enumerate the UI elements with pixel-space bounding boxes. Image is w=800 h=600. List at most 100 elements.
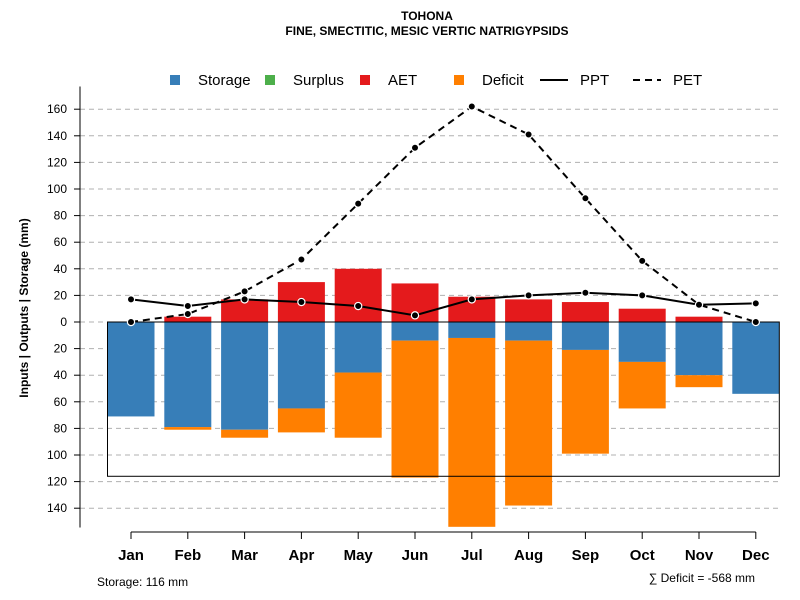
ppt-point-aug — [524, 291, 533, 300]
y-tick-label: 100 — [47, 182, 67, 196]
ppt-point-apr — [297, 297, 306, 307]
pet-point-may — [354, 199, 363, 208]
ppt-point-feb — [183, 301, 192, 311]
storage-note: Storage: 116 mm — [97, 575, 188, 589]
pet-point-jul — [467, 102, 476, 111]
y-tick-label: 0 — [60, 315, 67, 329]
deficit-bar-jul — [448, 337, 496, 527]
pet-point-jun — [410, 143, 420, 152]
aet-bar-aug — [505, 299, 553, 322]
y-tick-label: 120 — [47, 475, 67, 489]
aet-bar-feb — [164, 316, 212, 322]
deficit-bar-may — [334, 372, 382, 438]
pet-point-jan — [126, 317, 136, 327]
x-tick-label-mar: Mar — [231, 547, 258, 564]
deficit-bar-nov — [675, 375, 723, 388]
deficit-bar-sep — [561, 349, 609, 454]
y-tick-label: 40 — [54, 368, 68, 382]
x-tick-label-aug: Aug — [514, 547, 543, 564]
y-tick-label: 140 — [47, 501, 67, 515]
deficit-bar-oct — [618, 361, 666, 409]
storage-bar-jun — [391, 322, 439, 341]
storage-bar-mar — [221, 322, 269, 430]
deficit-bar-aug — [505, 340, 553, 506]
storage-bar-aug — [505, 322, 553, 341]
storage-bar-nov — [675, 322, 723, 376]
pet-point-sep — [581, 194, 590, 203]
ppt-point-dec — [751, 299, 761, 308]
ppt-point-jun — [410, 311, 420, 320]
storage-bar-oct — [618, 322, 666, 362]
storage-bar-apr — [277, 322, 325, 409]
legend-label-ppt: PPT — [580, 72, 609, 89]
y-tick-label: 140 — [47, 129, 67, 143]
ppt-point-may — [354, 301, 363, 311]
x-tick-label-jul: Jul — [461, 547, 483, 564]
deficit-bar-apr — [277, 408, 325, 433]
y-tick-label: 120 — [47, 155, 67, 169]
y-tick-label: 80 — [54, 421, 68, 435]
ppt-point-jul — [467, 295, 476, 304]
storage-bar-dec — [732, 322, 780, 394]
aet-bar-sep — [561, 302, 609, 322]
x-tick-label-may: May — [344, 547, 374, 564]
pet-point-apr — [297, 255, 306, 264]
storage-bar-feb — [164, 322, 212, 428]
y-axis-label: Inputs | Outputs | Storage (mm) — [17, 218, 31, 397]
x-tick-label-apr: Apr — [288, 547, 314, 564]
ppt-point-jan — [126, 295, 136, 304]
legend-swatch-aet — [360, 75, 370, 85]
y-tick-label: 20 — [54, 288, 68, 302]
x-tick-label-dec: Dec — [742, 547, 770, 564]
x-tick-label-oct: Oct — [630, 547, 655, 564]
storage-bar-may — [334, 322, 382, 373]
legend-label-storage: Storage — [198, 72, 251, 89]
aet-bar-mar — [221, 299, 269, 322]
deficit-bar-jun — [391, 340, 439, 478]
pet-point-oct — [638, 256, 647, 266]
y-tick-label: 60 — [54, 395, 68, 409]
pet-point-nov — [694, 300, 704, 309]
x-tick-label-jan: Jan — [118, 547, 144, 564]
ppt-point-mar — [240, 295, 249, 304]
aet-bar-oct — [618, 308, 666, 322]
x-tick-label-feb: Feb — [174, 547, 201, 564]
y-tick-label: 60 — [54, 235, 68, 249]
y-tick-label: 100 — [47, 448, 67, 462]
ppt-point-sep — [581, 288, 590, 297]
x-tick-label-nov: Nov — [685, 547, 714, 564]
y-tick-label: 80 — [54, 209, 68, 223]
y-tick-label: 160 — [47, 102, 67, 116]
aet-bar-nov — [675, 316, 723, 322]
legend-label-pet: PET — [673, 72, 702, 89]
pet-point-aug — [524, 130, 533, 139]
deficit-note: ∑ Deficit = -568 mm — [649, 571, 755, 585]
axes: 160 140 120 100 80 60 40 20 0 20 40 60 80 100 120 140 Ja… — [47, 86, 770, 564]
chart-subtitle: FINE, SMECTITIC, MESIC VERTIC NATRIGYPSI… — [285, 24, 568, 38]
x-tick-label-jun: Jun — [402, 547, 429, 564]
deficit-bar-mar — [221, 429, 269, 438]
pet-point-feb — [183, 309, 192, 319]
pet-point-mar — [240, 287, 249, 296]
deficit-bar-feb — [164, 427, 212, 430]
legend-swatch-storage — [170, 75, 180, 85]
y-tick-label: 40 — [54, 262, 68, 276]
ppt-point-oct — [638, 291, 647, 300]
legend-swatch-surplus — [265, 75, 275, 85]
line-series — [126, 102, 761, 327]
storage-bar-jul — [448, 322, 496, 338]
legend-swatch-deficit — [454, 75, 464, 85]
legend-label-aet: AET — [388, 72, 417, 89]
ppt-line — [130, 291, 756, 317]
storage-bar-sep — [561, 322, 609, 350]
legend: Storage Surplus AET Deficit PPT PET — [170, 72, 702, 89]
y-tick-label: 20 — [54, 342, 68, 356]
pet-line — [130, 105, 757, 323]
aet-bar-may — [334, 268, 382, 322]
legend-label-surplus: Surplus — [293, 72, 344, 89]
x-tick-label-sep: Sep — [572, 547, 600, 564]
pet-point-dec — [751, 317, 761, 327]
storage-bar-jan — [107, 322, 155, 417]
chart-title: TOHONA — [401, 9, 453, 23]
